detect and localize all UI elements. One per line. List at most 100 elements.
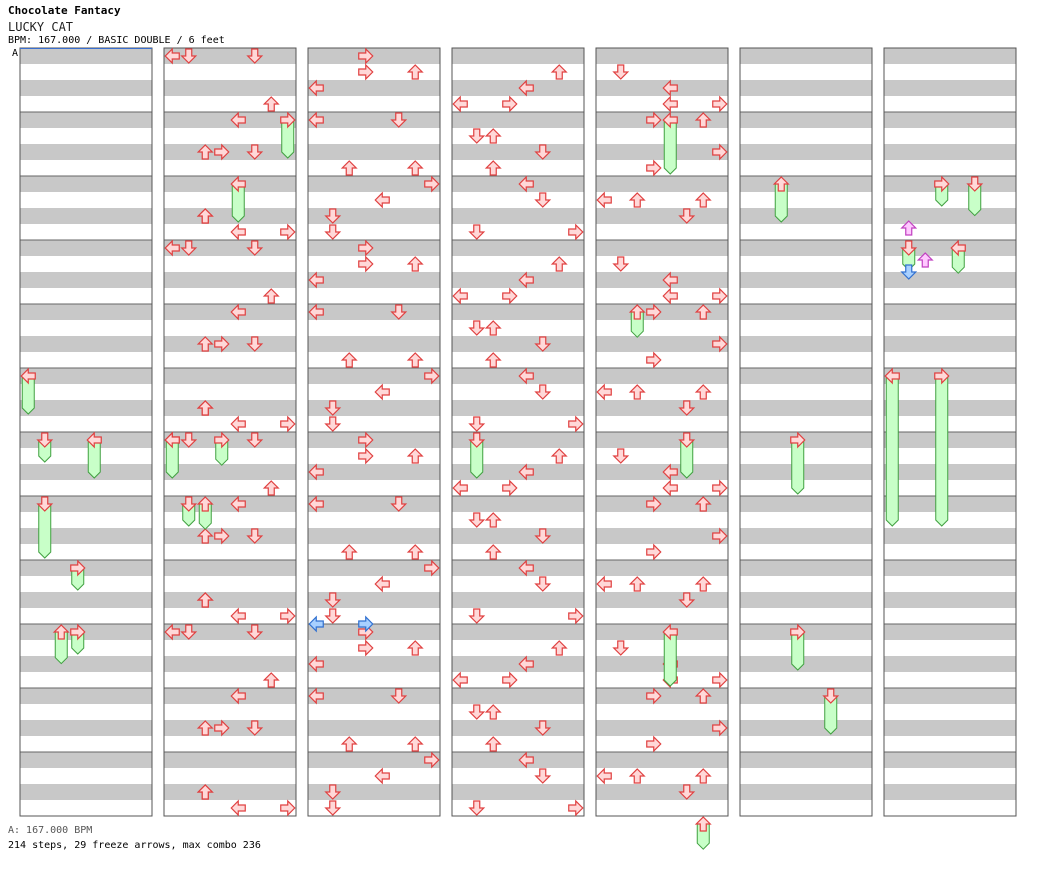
- left-arrow-shape: [518, 367, 534, 385]
- up-arrow-shape: [196, 144, 214, 160]
- down-arrow: [246, 528, 264, 544]
- up-arrow: [196, 496, 214, 512]
- down-arrow: [246, 720, 264, 736]
- right-arrow: [70, 623, 86, 641]
- left-arrow-shape: [662, 287, 678, 305]
- left-arrow-shape: [662, 111, 678, 129]
- down-arrow: [678, 400, 696, 416]
- left-arrow: [884, 367, 900, 385]
- right-arrow: [790, 431, 806, 449]
- column-border: [595, 47, 729, 817]
- left-arrow: [596, 575, 612, 593]
- freeze-arrow: [663, 631, 677, 687]
- up-arrow-shape: [484, 320, 502, 336]
- down-arrow: [468, 608, 486, 624]
- beat-stripe: [884, 464, 1016, 480]
- beat-stripe: [164, 336, 296, 352]
- beat-stripe: [884, 528, 1016, 544]
- beat-stripe: [884, 560, 1016, 576]
- up-arrow: [262, 288, 280, 304]
- right-arrow: [502, 479, 518, 497]
- up-arrow: [52, 624, 70, 640]
- down-arrow: [180, 624, 198, 640]
- beat-stripe: [884, 720, 1016, 736]
- up-arrow-shape: [484, 736, 502, 752]
- beat-stripe: [884, 176, 1016, 192]
- down-arrow: [180, 496, 198, 512]
- beat-stripe: [740, 176, 872, 192]
- right-arrow-shape: [424, 751, 440, 769]
- right-arrow-shape: [424, 559, 440, 577]
- right-arrow-shape: [502, 287, 518, 305]
- left-arrow-shape: [452, 287, 468, 305]
- beat-stripe: [20, 368, 152, 384]
- up-arrow-shape: [196, 208, 214, 224]
- left-arrow-shape: [662, 479, 678, 497]
- beat-stripe: [452, 656, 584, 672]
- up-arrow: [406, 160, 424, 176]
- up-arrow: [340, 352, 358, 368]
- beat-stripe: [596, 144, 728, 160]
- down-arrow: [678, 592, 696, 608]
- left-arrow: [308, 615, 324, 633]
- up-arrow-shape: [340, 736, 358, 752]
- left-arrow: [308, 303, 324, 321]
- left-arrow-shape: [518, 463, 534, 481]
- up-arrow-shape: [340, 352, 358, 368]
- beat-stripe: [20, 272, 152, 288]
- up-arrow-shape: [900, 220, 918, 236]
- up-arrow-shape: [694, 496, 712, 512]
- right-arrow: [712, 143, 728, 161]
- beat-stripe: [164, 208, 296, 224]
- left-arrow: [518, 463, 534, 481]
- up-arrow-shape: [694, 384, 712, 400]
- up-arrow: [694, 192, 712, 208]
- beat-stripe: [452, 80, 584, 96]
- down-arrow: [36, 496, 54, 512]
- beat-stripe: [20, 528, 152, 544]
- beat-stripe: [884, 752, 1016, 768]
- beat-stripe: [740, 272, 872, 288]
- beat-stripe: [884, 144, 1016, 160]
- down-arrow: [534, 384, 552, 400]
- right-arrow: [646, 159, 662, 177]
- left-arrow: [230, 495, 246, 513]
- beat-stripe: [308, 496, 440, 512]
- beat-stripe: [164, 176, 296, 192]
- down-arrow: [468, 800, 486, 816]
- up-arrow: [628, 192, 646, 208]
- beat-stripe: [20, 240, 152, 256]
- right-arrow: [424, 175, 440, 193]
- beat-stripe: [20, 208, 152, 224]
- beat-stripe: [596, 688, 728, 704]
- beat-stripe: [596, 528, 728, 544]
- column-border: [451, 47, 585, 817]
- right-arrow-shape: [646, 159, 662, 177]
- beat-stripe: [164, 528, 296, 544]
- beat-stripe: [884, 304, 1016, 320]
- beat-stripe: [20, 80, 152, 96]
- beat-stripe: [164, 592, 296, 608]
- right-arrow-shape: [280, 607, 296, 625]
- up-arrow: [900, 220, 918, 236]
- beat-stripe: [20, 336, 152, 352]
- beat-stripe: [308, 400, 440, 416]
- beat-stripe: [164, 624, 296, 640]
- down-arrow-shape: [678, 432, 696, 448]
- down-arrow: [246, 144, 264, 160]
- up-arrow-shape: [262, 288, 280, 304]
- song-title: LUCKY CAT: [8, 20, 74, 34]
- right-arrow-shape: [280, 111, 296, 129]
- right-arrow-shape: [934, 367, 950, 385]
- beat-stripe: [596, 304, 728, 320]
- up-arrow: [628, 384, 646, 400]
- left-arrow: [662, 479, 678, 497]
- down-arrow-shape: [612, 640, 630, 656]
- up-arrow-shape: [406, 160, 424, 176]
- up-arrow-shape: [406, 448, 424, 464]
- down-arrow-shape: [966, 176, 984, 192]
- left-arrow-shape: [164, 623, 180, 641]
- left-arrow: [374, 191, 390, 209]
- left-arrow: [596, 383, 612, 401]
